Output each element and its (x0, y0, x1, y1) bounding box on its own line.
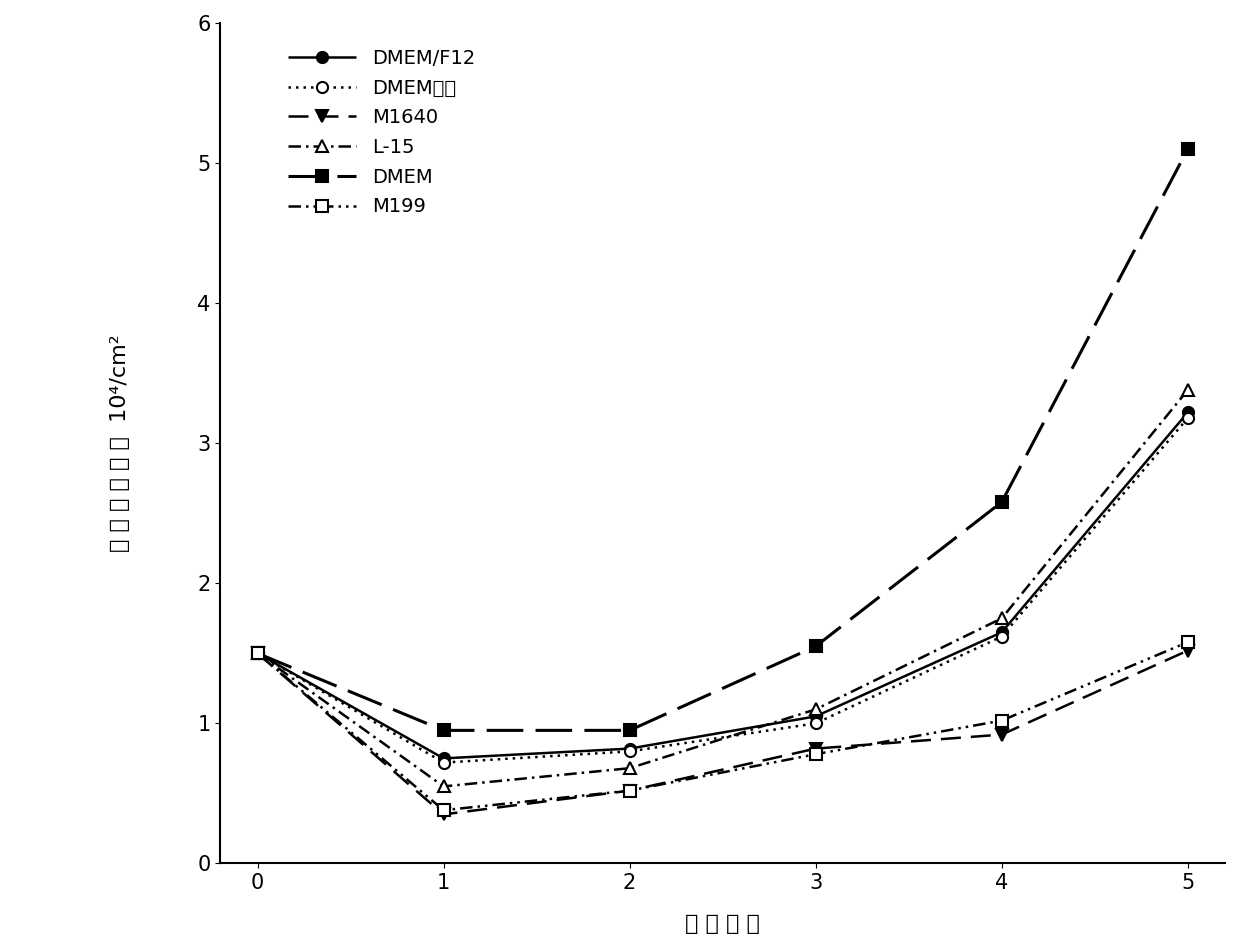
L-15 (436, 781, 451, 792)
Line: DMEM/F12: DMEM/F12 (252, 407, 1193, 764)
DMEM (1180, 143, 1195, 155)
M199 (994, 715, 1009, 726)
M199 (1180, 637, 1195, 648)
DMEM (808, 641, 823, 652)
Line: DMEM高糖: DMEM高糖 (252, 413, 1193, 768)
DMEM/F12 (808, 711, 823, 722)
M1640 (436, 809, 451, 820)
Line: L-15: L-15 (252, 384, 1193, 792)
M1640 (808, 743, 823, 754)
L-15 (250, 647, 265, 659)
L-15 (622, 762, 637, 773)
M199 (250, 647, 265, 659)
Line: M199: M199 (252, 637, 1193, 816)
DMEM/F12 (1180, 407, 1195, 419)
M1640 (250, 647, 265, 659)
Line: M1640: M1640 (252, 645, 1193, 820)
DMEM (436, 725, 451, 736)
DMEM/F12 (436, 753, 451, 764)
DMEM/F12 (622, 743, 637, 754)
M1640 (622, 785, 637, 796)
L-15 (1180, 384, 1195, 396)
Line: DMEM: DMEM (252, 142, 1194, 736)
DMEM高糖 (622, 746, 637, 757)
DMEM/F12 (250, 647, 265, 659)
M199 (622, 785, 637, 796)
DMEM (250, 647, 265, 659)
DMEM/F12 (994, 626, 1009, 638)
L-15 (994, 613, 1009, 624)
M1640 (994, 729, 1009, 740)
DMEM (994, 496, 1009, 508)
M199 (436, 805, 451, 816)
M199 (808, 749, 823, 760)
DMEM高糖 (808, 717, 823, 729)
Legend: DMEM/F12, DMEM高糖, M1640, L-15, DMEM, M199: DMEM/F12, DMEM高糖, M1640, L-15, DMEM, M19… (280, 41, 482, 224)
DMEM高糖 (436, 757, 451, 769)
DMEM高糖 (250, 647, 265, 659)
L-15 (808, 703, 823, 715)
M1640 (1180, 644, 1195, 656)
Text: 肌 肉 细 胞 数 量  10⁴/cm²: 肌 肉 细 胞 数 量 10⁴/cm² (110, 334, 130, 552)
DMEM高糖 (994, 631, 1009, 642)
X-axis label: 培 养 天 数: 培 养 天 数 (686, 914, 760, 934)
DMEM (622, 725, 637, 736)
DMEM高糖 (1180, 412, 1195, 423)
